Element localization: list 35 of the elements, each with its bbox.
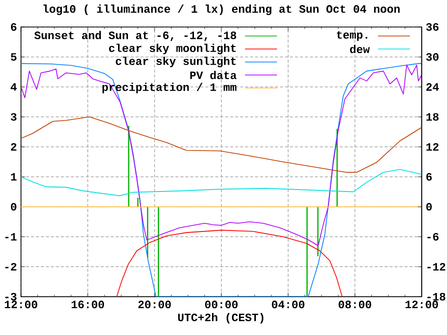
legend-label: clear sky moonlight <box>109 44 236 54</box>
x-tick-label: 12:00 <box>4 300 38 308</box>
y-tick-label: 4 <box>10 83 17 91</box>
x-tick-label: 16:00 <box>72 300 104 308</box>
y2-tick-label: 30 <box>426 53 439 61</box>
legend-label: dew <box>350 44 370 54</box>
y2-tick-label: -6 <box>427 232 439 241</box>
y-tick-label: 6 <box>10 23 16 31</box>
x-tick-label: 00:00 <box>205 300 238 308</box>
y-tick-label: -3 <box>5 292 16 301</box>
y-tick-label: -1 <box>5 233 17 240</box>
y2-tick-label: 0 <box>426 202 432 211</box>
y2-tick-label: 6 <box>426 173 432 181</box>
y-tick-label: 1 <box>11 173 17 181</box>
y-tick-label: 5 <box>10 53 16 61</box>
x-axis-title: UTC+2h (CEST) <box>178 313 264 324</box>
y2-tick-label: 36 <box>426 23 439 31</box>
legend-label: PV data <box>190 70 237 80</box>
legend-label: clear sky sunlight <box>116 56 236 68</box>
y-tick-label: 3 <box>10 113 16 121</box>
x-tick-label: 12:00 <box>406 300 438 308</box>
x-tick-label: 20:00 <box>138 300 171 308</box>
y2-tick-label: 18 <box>426 113 439 121</box>
y-tick-label: 2 <box>10 143 16 151</box>
y2-tick-label: -18 <box>427 292 446 301</box>
y2-tick-label: 24 <box>426 83 439 91</box>
y-tick-label: 0 <box>10 202 16 211</box>
legend-label: temp. <box>336 31 368 41</box>
legend-label: Sunset and Sun at -6, -12, -18 <box>34 30 236 42</box>
x-tick-label: 08:00 <box>338 300 372 308</box>
chart-title: log10 ( illuminance / 1 lx) ending at Sun Oct 04 noon <box>44 4 400 16</box>
y2-tick-label: -12 <box>427 262 446 270</box>
y2-tick-label: 12 <box>426 143 439 151</box>
x-tick-label: 04:00 <box>272 300 304 308</box>
y-tick-label: -2 <box>5 262 16 270</box>
